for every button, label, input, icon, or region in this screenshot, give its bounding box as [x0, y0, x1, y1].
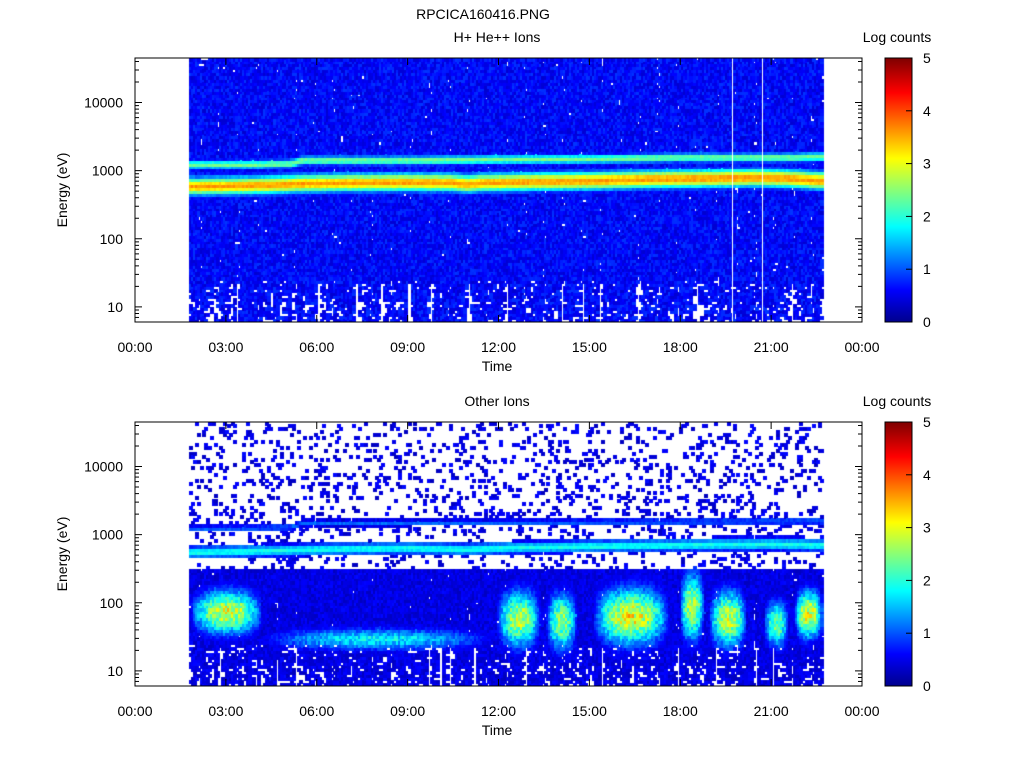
x-tick-label: 15:00: [572, 703, 607, 719]
x-tick-label: 00:00: [117, 339, 152, 355]
y-tick-label: 1000: [92, 527, 123, 543]
panel-h-he-ions: H+ He++ Ions Log counts 00:00 03:00 06:00 0…: [54, 29, 931, 374]
x-tick-label: 12:00: [481, 339, 516, 355]
x-tick-label: 00:00: [844, 703, 879, 719]
colorbar-frame-h-he: [884, 57, 913, 323]
colorbar-tick-label: 3: [923, 520, 931, 536]
y-tick-label: 1000: [92, 163, 123, 179]
colorbar-tick-label: 2: [923, 208, 931, 224]
x-tick-label: 15:00: [572, 339, 607, 355]
y-axis-label-other: Energy (eV): [54, 517, 70, 592]
colorbar-tick-label: 2: [923, 572, 931, 588]
x-tick-label: 09:00: [390, 339, 425, 355]
colorbar-frame-other: [884, 421, 913, 687]
y-tick-label: 10000: [84, 95, 123, 111]
x-axis-label-h-he: Time: [482, 358, 513, 374]
spectrogram-plot-area-other: [135, 422, 862, 686]
x-axis-h-he: 00:00 03:00 06:00 09:00 12:00 15:00 18:00 21:00…: [117, 58, 880, 355]
y-tick-label: 100: [100, 595, 124, 611]
colorbar-tick-label: 1: [923, 261, 931, 277]
spectrogram-plot-area-h-he: [135, 58, 862, 322]
x-tick-label: 03:00: [208, 703, 243, 719]
x-axis-other: 00:00 03:00 06:00 09:00 12:00 15:00 18:00 21:00…: [117, 422, 880, 719]
colorbar-tick-label: 3: [923, 156, 931, 172]
x-tick-label: 21:00: [754, 339, 789, 355]
panel-title-h-he: H+ He++ Ions: [454, 29, 541, 45]
y-axis-label-h-he: Energy (eV): [54, 153, 70, 228]
colorbar-tick-label: 1: [923, 625, 931, 641]
colorbar-tick-label: 5: [923, 414, 931, 430]
y-axis-other: 10 100 1000 10000: [84, 424, 862, 687]
panel-title-other: Other Ions: [464, 393, 529, 409]
x-tick-label: 00:00: [844, 339, 879, 355]
x-tick-label: 06:00: [299, 339, 334, 355]
x-tick-label: 18:00: [663, 339, 698, 355]
x-axis-label-other: Time: [482, 722, 513, 738]
x-tick-label: 03:00: [208, 339, 243, 355]
colorbar-label-h-he: Log counts: [863, 29, 932, 45]
colorbar-tick-label: 4: [923, 103, 931, 119]
colorbar-other: [885, 422, 912, 686]
colorbar-tick-label: 0: [923, 314, 931, 330]
colorbar-tick-label: 0: [923, 678, 931, 694]
x-tick-label: 09:00: [390, 703, 425, 719]
colorbar-axis-other: 0 1 2 3 4 5: [906, 414, 931, 694]
colorbar-axis-h-he: 0 1 2 3 4 5: [906, 50, 931, 330]
y-tick-label: 10000: [84, 459, 123, 475]
y-tick-label: 10: [107, 663, 123, 679]
y-tick-label: 10: [107, 299, 123, 315]
x-tick-label: 00:00: [117, 703, 152, 719]
figure-title: RPCICA160416.PNG: [416, 6, 550, 22]
y-tick-label: 100: [100, 231, 124, 247]
colorbar-h-he: [885, 58, 912, 322]
colorbar-tick-label: 5: [923, 50, 931, 66]
x-tick-label: 21:00: [754, 703, 789, 719]
colorbar-tick-label: 4: [923, 467, 931, 483]
x-tick-label: 18:00: [663, 703, 698, 719]
y-axis-h-he: 10 100 1000 10000: [84, 60, 862, 323]
panel-other-ions: Other Ions Log counts 00:00 03:00 06:00 09:…: [54, 393, 931, 738]
x-tick-label: 06:00: [299, 703, 334, 719]
colorbar-label-other: Log counts: [863, 393, 932, 409]
x-tick-label: 12:00: [481, 703, 516, 719]
